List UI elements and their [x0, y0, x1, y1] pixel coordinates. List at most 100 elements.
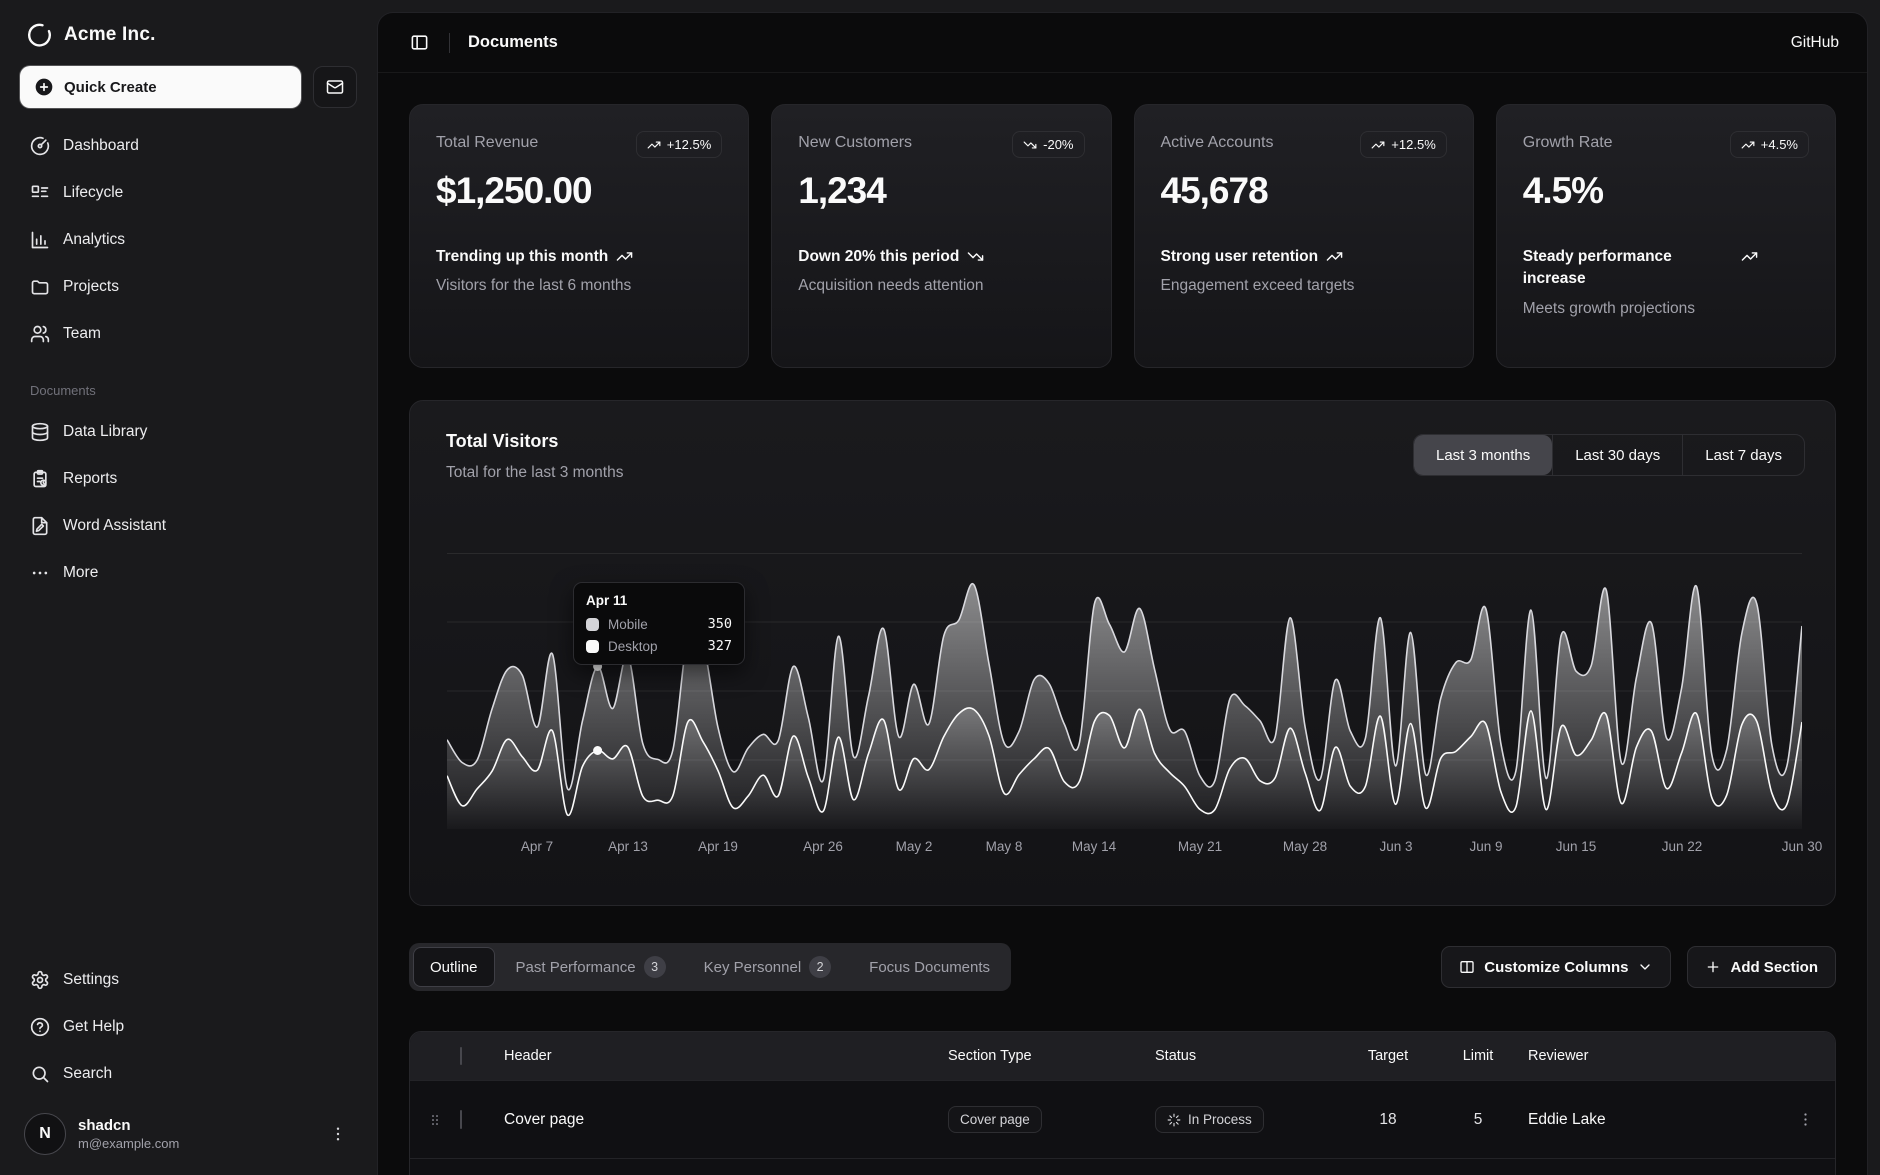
sidebar-nav-documents: Data Library Reports Word Assistant More [20, 408, 357, 596]
table-toolbar: Outline Past Performance 3 Key Personnel 2 Fo… [409, 943, 1836, 991]
series-swatch [586, 617, 599, 631]
stat-title: Total Revenue [436, 134, 539, 151]
stat-footer-sub: Acquisition needs attention [798, 277, 984, 295]
page-title: Documents [468, 33, 558, 51]
stat-value: 45,678 [1160, 170, 1269, 211]
bar-chart-icon [30, 230, 50, 250]
tooltip-row: Desktop 327 [586, 638, 732, 654]
tab-count-badge: 2 [809, 956, 832, 978]
stat-card-new-customers: New Customers -20% 1,234 Down 20% this p… [771, 104, 1112, 368]
sidebar-item-lifecycle[interactable]: Lifecycle [20, 169, 357, 216]
x-axis-label: Apr 26 [803, 839, 843, 854]
row-checkbox[interactable] [460, 1109, 462, 1129]
row-reviewer[interactable]: Eddie Lake [1528, 1110, 1606, 1128]
more-vertical-icon [329, 1125, 347, 1143]
avatar: N [24, 1113, 66, 1155]
sidebar-item-data-library[interactable]: Data Library [20, 408, 357, 455]
sidebar-item-word-assistant[interactable]: Word Assistant [20, 502, 357, 549]
chart-title: Total Visitors [446, 431, 559, 451]
sidebar-item-analytics[interactable]: Analytics [20, 216, 357, 263]
chart-x-axis: Apr 7 Apr 13 Apr 19 Apr 26 May 2 May 8 May 14 M… [447, 839, 1822, 859]
stat-value: 1,234 [798, 170, 887, 211]
stat-value: $1,250.00 [436, 170, 593, 211]
loader-icon [1167, 1113, 1181, 1127]
x-axis-label: Apr 13 [608, 839, 648, 854]
list-icon [30, 183, 50, 203]
table-row: Table of contents Table of contents Done… [410, 1158, 1835, 1175]
columns-icon [1459, 959, 1475, 975]
brand[interactable]: Acme Inc. [20, 14, 357, 66]
tab-past-performance[interactable]: Past Performance 3 [499, 947, 683, 987]
quick-create-button[interactable]: Quick Create [20, 66, 301, 108]
stat-trend-badge: -20% [1012, 131, 1085, 158]
ellipsis-icon [30, 563, 50, 583]
tab-key-personnel[interactable]: Key Personnel 2 [687, 947, 849, 987]
user-menu[interactable]: N shadcn m@example.com [20, 1097, 357, 1159]
sidebar-item-reports[interactable]: Reports [20, 455, 357, 502]
col-limit: Limit [1462, 1048, 1494, 1064]
panel-left-icon [410, 33, 429, 52]
stat-card-growth-rate: Growth Rate +4.5% 4.5% Steady performanc… [1495, 104, 1836, 368]
row-limit[interactable]: 5 [1473, 1110, 1483, 1128]
chart-tooltip: Apr 11 Mobile 350 Desktop 327 [573, 582, 745, 665]
status-badge: In Process [1155, 1106, 1264, 1133]
sidebar-item-settings[interactable]: Settings [20, 956, 357, 1003]
tab-outline[interactable]: Outline [413, 947, 495, 987]
row-target[interactable]: 18 [1379, 1110, 1397, 1128]
users-icon [30, 324, 50, 344]
user-name: shadcn [78, 1117, 131, 1134]
github-link[interactable]: GitHub [1790, 33, 1839, 51]
sidebar-toggle-button[interactable] [402, 25, 437, 60]
section-type-badge: Cover page [948, 1106, 1042, 1133]
x-axis-label: Jun 15 [1555, 839, 1597, 854]
customize-columns-button[interactable]: Customize Columns [1441, 946, 1672, 988]
sidebar-item-more[interactable]: More [20, 549, 357, 596]
header-divider [449, 32, 450, 53]
sidebar: Acme Inc. Quick Create Dashboard Lifecyc… [0, 0, 377, 1175]
add-section-button[interactable]: Add Section [1687, 946, 1836, 988]
sidebar-item-search[interactable]: Search [20, 1050, 357, 1097]
series-swatch [586, 639, 599, 653]
row-menu-button[interactable] [1793, 1107, 1835, 1132]
range-option-last-3-months[interactable]: Last 3 months [1414, 435, 1553, 475]
chart-subtitle: Total for the last 3 months [446, 464, 624, 481]
select-all-checkbox[interactable] [460, 1047, 462, 1065]
sidebar-item-dashboard[interactable]: Dashboard [20, 122, 357, 169]
sidebar-nav-main: Dashboard Lifecycle Analytics Projects T… [20, 122, 357, 357]
sidebar-item-get-help[interactable]: Get Help [20, 1003, 357, 1050]
stat-trend-badge: +12.5% [1360, 131, 1447, 158]
tooltip-row: Mobile 350 [586, 616, 732, 632]
range-toggle-group: Last 3 months Last 30 days Last 7 days [1413, 434, 1805, 476]
stat-footer-sub: Visitors for the last 6 months [436, 277, 632, 295]
sidebar-item-team[interactable]: Team [20, 310, 357, 357]
x-axis-label: May 8 [985, 839, 1023, 854]
area-chart[interactable] [447, 553, 1802, 829]
tab-focus-documents[interactable]: Focus Documents [869, 958, 991, 976]
col-reviewer: Reviewer [1528, 1048, 1589, 1064]
range-option-last-7-days[interactable]: Last 7 days [1682, 435, 1804, 475]
user-menu-button[interactable] [323, 1119, 353, 1149]
mail-icon [326, 78, 344, 96]
stat-footer-main: Down 20% this period [798, 246, 1084, 268]
sidebar-item-projects[interactable]: Projects [20, 263, 357, 310]
stat-footer-main: Steady performance increase [1523, 246, 1809, 291]
database-icon [30, 422, 50, 442]
stat-title: New Customers [798, 134, 913, 151]
col-status: Status [1155, 1048, 1197, 1064]
trend-down-icon [1023, 138, 1037, 152]
file-pen-icon [30, 516, 50, 536]
x-axis-label: May 14 [1071, 839, 1117, 854]
more-vertical-icon [1797, 1111, 1831, 1128]
tabs-list: Outline Past Performance 3 Key Personnel 2 Fo… [409, 943, 1012, 991]
col-header: Header [504, 1048, 552, 1064]
stat-trend-badge: +4.5% [1729, 131, 1809, 158]
row-header: Cover page [504, 1110, 585, 1128]
page-header: Documents GitHub [378, 13, 1867, 73]
trend-up-icon [1741, 246, 1758, 265]
drag-handle-icon[interactable] [410, 1112, 460, 1128]
clipboard-icon [30, 469, 50, 489]
range-option-last-30-days[interactable]: Last 30 days [1552, 435, 1682, 475]
stat-title: Growth Rate [1522, 134, 1613, 151]
trend-down-icon [967, 246, 984, 265]
inbox-button[interactable] [313, 66, 357, 108]
